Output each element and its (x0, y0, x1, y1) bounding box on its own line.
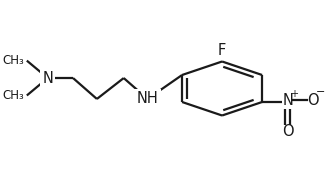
Text: +: + (290, 89, 298, 99)
Text: O: O (282, 124, 293, 139)
Text: F: F (218, 43, 226, 58)
Text: CH₃: CH₃ (2, 54, 24, 67)
Text: N: N (42, 71, 53, 85)
Text: N: N (282, 93, 293, 108)
Text: NH: NH (137, 92, 158, 106)
Text: CH₃: CH₃ (2, 89, 24, 102)
Text: O: O (307, 93, 319, 108)
Text: −: − (316, 87, 325, 97)
